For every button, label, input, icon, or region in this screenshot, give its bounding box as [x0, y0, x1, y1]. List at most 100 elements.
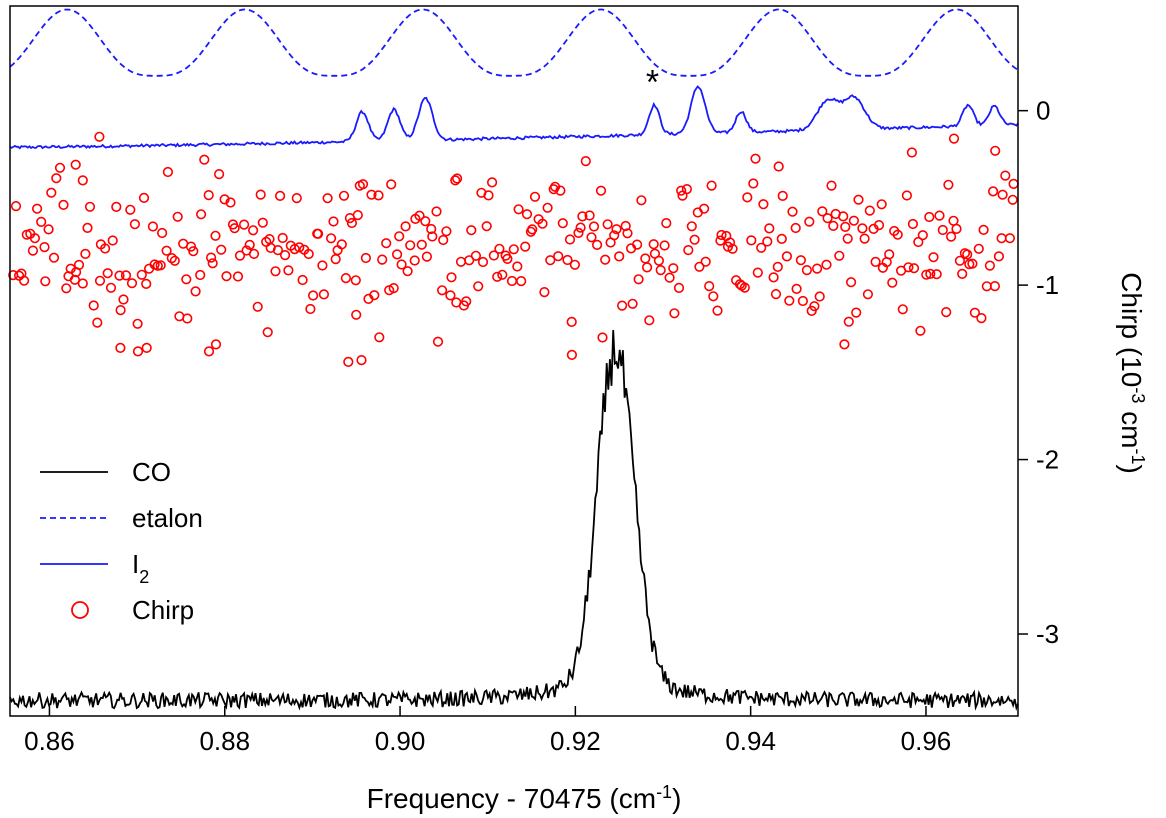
chirp-point: [996, 233, 1007, 244]
chirp-point: [906, 147, 918, 158]
chirp-point: [853, 194, 864, 205]
chirp-point: [199, 154, 210, 165]
chirp-point: [644, 315, 655, 326]
chirp-point: [873, 220, 885, 231]
chirp-point: [838, 211, 849, 222]
legend-item: I2: [40, 549, 149, 587]
chirp-point: [445, 290, 456, 301]
chirp-point: [248, 248, 260, 259]
legend-label-sub: 2: [139, 567, 149, 587]
chirp-point: [483, 190, 494, 201]
chirp-point: [542, 202, 553, 213]
chirp-point: [157, 227, 168, 239]
chirp-point: [506, 275, 518, 287]
chirp-point: [207, 258, 218, 269]
chirp-point: [229, 223, 240, 234]
chirp-point: [350, 275, 361, 286]
chirp-point: [790, 222, 801, 234]
chirp-point: [892, 229, 903, 240]
chirp-point: [18, 275, 30, 286]
chirp-point: [317, 260, 328, 271]
chirp-point: [162, 166, 173, 178]
chirp-point: [814, 291, 825, 302]
chirp-point: [573, 227, 584, 238]
chirp-point: [513, 204, 524, 215]
chirp-point: [913, 236, 924, 248]
chirp-point: [14, 270, 25, 281]
chirp-point: [381, 238, 392, 249]
chirp-point: [77, 175, 88, 186]
chirp-point: [126, 278, 138, 289]
chirp-point: [758, 199, 769, 210]
chirp-point: [36, 216, 47, 227]
chirp-point: [648, 239, 659, 250]
chirp-point: [452, 173, 463, 184]
chirp-point: [206, 252, 217, 263]
chirp-point: [280, 250, 291, 261]
chirp-point: [39, 242, 50, 253]
chirp-point: [597, 332, 608, 343]
chirp-point: [641, 262, 653, 273]
chirp-point: [851, 307, 862, 318]
chirp-point: [609, 230, 620, 241]
chirp-point: [70, 159, 81, 170]
legend-item: CO: [40, 457, 171, 487]
chirp-point: [848, 215, 860, 226]
y-axis: 0 -1 -2 -3: [1018, 96, 1059, 649]
chirp-point: [700, 256, 711, 267]
chirp-point: [659, 240, 670, 251]
chirp-point: [976, 313, 987, 324]
chirp-point: [105, 282, 117, 293]
chirp-point: [989, 281, 1001, 292]
chirp-point: [46, 187, 57, 198]
chirp-point: [611, 224, 622, 235]
chirp-point: [973, 243, 984, 254]
chirp-point: [343, 356, 354, 368]
chirp-point: [575, 222, 586, 233]
chirp-point: [297, 274, 308, 286]
chirp-point: [455, 256, 467, 267]
chirp-point: [928, 252, 939, 263]
chirp-point: [727, 243, 738, 254]
chirp-point: [257, 217, 268, 228]
x-axis-title-sup: -1: [656, 782, 672, 802]
chirp-point: [843, 316, 854, 327]
chirp-point: [234, 250, 246, 261]
chirp-point: [58, 199, 69, 210]
chirp-point: [120, 270, 132, 281]
chirp-point: [566, 349, 578, 361]
chirp-point: [94, 275, 106, 286]
chirp-point: [43, 224, 54, 235]
chirp-point: [326, 233, 337, 244]
chirp-point: [141, 342, 152, 354]
chirp-point: [997, 189, 1008, 200]
chirp-point: [73, 259, 85, 271]
y-axis-title-sup2: -1: [1128, 448, 1148, 464]
chirp-point: [764, 223, 775, 234]
chirp-point: [336, 239, 347, 250]
chirp-point: [580, 156, 591, 167]
chirp-point: [136, 269, 147, 280]
chirp-point: [481, 221, 492, 232]
chirp-point: [318, 289, 330, 300]
chirp-point: [776, 233, 787, 244]
chirp-point: [752, 267, 763, 278]
chirp-point: [420, 216, 431, 227]
chirp-point: [742, 192, 753, 203]
chirp-point: [945, 231, 957, 242]
y-axis-title-close: ): [1116, 464, 1147, 473]
chirp-point: [450, 175, 461, 186]
chirp-point: [466, 225, 477, 236]
chirp-point: [724, 237, 736, 248]
chirp-point: [864, 205, 875, 216]
chirp-point: [1004, 233, 1016, 244]
chirp-point: [537, 218, 548, 229]
chirp-point: [369, 290, 380, 301]
chirp-point: [712, 305, 723, 316]
chirp-point: [477, 256, 489, 268]
chirp-point: [809, 301, 820, 312]
chirp-point: [92, 317, 103, 328]
chirp-point: [773, 161, 784, 172]
legend: CO etalon I2 Chirp: [40, 457, 203, 625]
